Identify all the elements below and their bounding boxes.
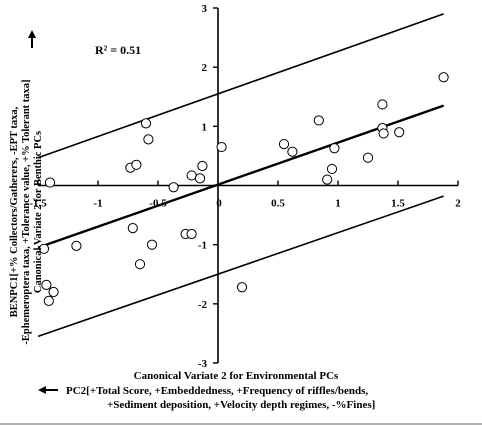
data-point xyxy=(168,182,179,193)
data-point xyxy=(131,159,142,170)
arrow-up-icon xyxy=(28,30,36,48)
data-point xyxy=(127,223,138,234)
y-tick-label: 2 xyxy=(202,62,208,74)
data-point xyxy=(394,127,405,138)
y-tick-label: -1 xyxy=(198,240,207,252)
lower-prediction-band xyxy=(37,195,444,338)
y-axis-title-group: BENPC1[+% Collectors/Gatherers, -EPT tax… xyxy=(9,79,44,344)
x-axis-title: Canonical Variate 2 for Environmental PC… xyxy=(134,370,339,382)
data-points xyxy=(38,72,449,306)
data-point xyxy=(134,259,146,270)
data-point xyxy=(38,243,50,254)
data-point xyxy=(44,177,56,188)
x-axis-pc-label-line-2: +Sediment deposition, +Velocity depth re… xyxy=(107,399,375,411)
r-squared-annotation: R² = 0.51 xyxy=(95,43,141,57)
data-point xyxy=(146,239,158,250)
data-point xyxy=(322,174,333,185)
x-tick-label: -0.5 xyxy=(149,198,167,210)
y-axis-pc-label-line-1: BENPC1[+% Collectors/Gatherers, -EPT tax… xyxy=(9,106,20,317)
x-tick-label: -1 xyxy=(93,198,102,210)
x-tick-label: 1 xyxy=(335,198,341,210)
regression-line xyxy=(37,104,444,249)
prediction-bands xyxy=(37,13,444,338)
data-point xyxy=(236,282,248,293)
x-tick-label: 2 xyxy=(455,198,461,210)
x-tick-label: 0.5 xyxy=(271,198,285,210)
data-point xyxy=(329,143,340,154)
data-point xyxy=(287,146,298,157)
data-point xyxy=(43,295,54,306)
data-point xyxy=(197,160,208,172)
data-point xyxy=(216,141,227,153)
upper-prediction-band xyxy=(37,13,444,159)
y-axis-pc-label-line-2: -Ephemeroptera taxa, +Tolerance value, +… xyxy=(21,79,32,344)
data-point xyxy=(313,115,324,126)
data-point xyxy=(143,134,154,145)
x-tick-label: 0 xyxy=(216,198,222,210)
data-point xyxy=(41,279,52,290)
data-point xyxy=(71,240,82,251)
y-tick-label: 1 xyxy=(202,121,208,133)
data-point xyxy=(377,99,388,110)
data-point xyxy=(194,173,206,184)
data-point xyxy=(186,170,197,181)
data-point xyxy=(48,286,59,298)
y-tick-label: -2 xyxy=(198,299,208,311)
data-point xyxy=(186,228,197,240)
data-point xyxy=(326,163,338,175)
data-point xyxy=(362,152,374,163)
x-axis-ticks: -1.5 -1 -0.5 0 0.5 1 1.5 2 xyxy=(29,180,461,210)
axes xyxy=(38,8,458,363)
x-tick-label: -1.5 xyxy=(29,198,47,210)
y-tick-label: 3 xyxy=(202,3,208,15)
data-point xyxy=(378,128,389,139)
y-axis-title: Canonical Variate 2 for Benthic PCs xyxy=(33,131,44,293)
data-point xyxy=(278,138,290,150)
y-tick-label: -3 xyxy=(198,358,208,370)
data-point xyxy=(438,72,449,83)
x-tick-label: 1.5 xyxy=(391,198,405,210)
x-axis-pc-label-line-1: PC2[+Total Score, +Embeddedness, +Freque… xyxy=(66,385,368,397)
y-axis-ticks: -3 -2 -1 1 2 3 xyxy=(198,3,218,370)
arrow-left-icon xyxy=(38,386,58,394)
data-point xyxy=(140,118,152,129)
